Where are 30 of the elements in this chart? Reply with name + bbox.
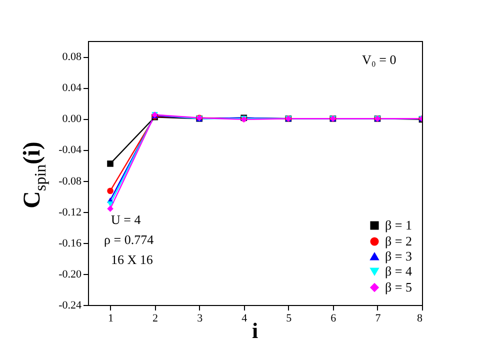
x-tick-label: 3 (197, 312, 204, 324)
x-tick-label: 1 (108, 312, 114, 324)
point (107, 160, 114, 167)
x-axis-title: i (252, 318, 258, 344)
annotation: 16 X 16 (111, 252, 153, 268)
y-tick-label: -0.12 (58, 206, 82, 218)
y-tick-label: 0.04 (62, 82, 82, 94)
point (107, 188, 114, 194)
point (107, 206, 114, 212)
x-tick-label: 4 (242, 312, 248, 324)
x-tick-label: 2 (152, 312, 158, 324)
y-tick-label: -0.24 (58, 300, 82, 312)
annotation: U = 4 (111, 212, 141, 228)
y-tick-label: 0.08 (62, 51, 82, 64)
legend-label: β = 1 (385, 218, 412, 232)
y-tick-label: -0.16 (58, 237, 82, 250)
legend-label: β = 3 (385, 248, 412, 264)
legend-label: β = 2 (385, 234, 412, 248)
x-tick-label: 7 (375, 312, 382, 324)
annotation: ρ = 0.774 (104, 232, 154, 248)
y-tick-label: -0.20 (58, 268, 82, 280)
x-tick-label: 8 (417, 312, 423, 324)
y-tick-label: -0.04 (58, 144, 82, 156)
x-tick-label: 5 (286, 312, 292, 324)
annotation: V₀ = 0 (362, 52, 396, 68)
y-tick-label: -0.08 (58, 175, 82, 188)
x-tick-label: 6 (330, 312, 337, 324)
legend-label: β = 4 (385, 264, 412, 278)
legend-label: β = 5 (385, 280, 412, 294)
y-tick-label: 0.00 (62, 113, 82, 126)
